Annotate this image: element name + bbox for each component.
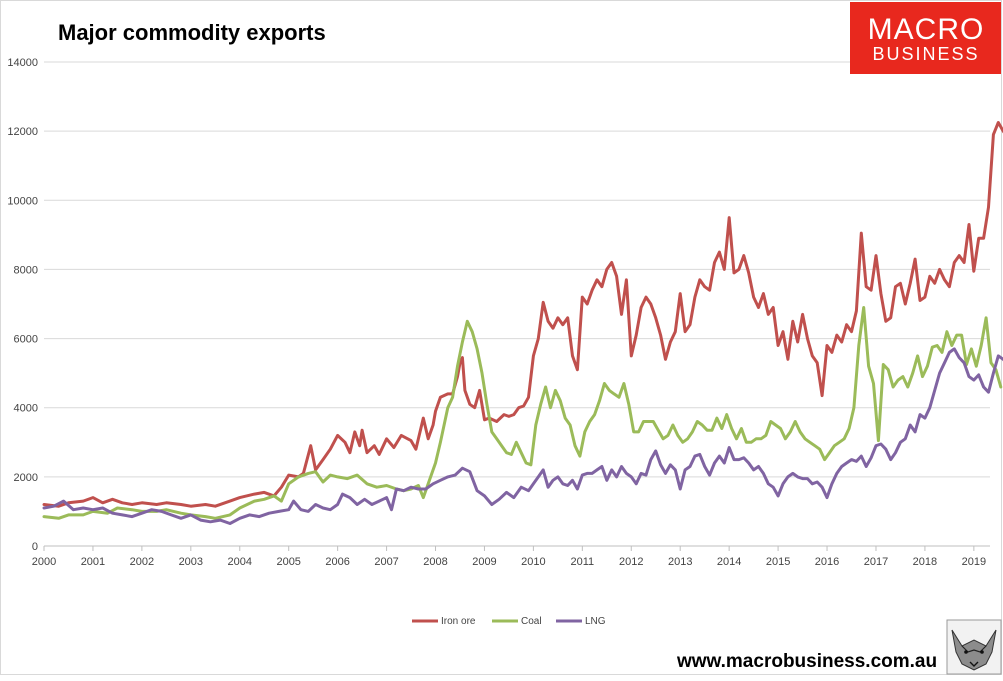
logo-line-1: MACRO: [868, 13, 985, 46]
legend-label-iron-ore: Iron ore: [441, 616, 476, 627]
logo-background: [850, 2, 1001, 74]
logo-line-2: BUSINESS: [872, 44, 979, 64]
x-tick-label: 2013: [668, 556, 692, 568]
series-line-coal: [42, 306, 1003, 520]
y-tick-label: 12000: [7, 126, 38, 138]
y-tick-label: 2000: [14, 472, 38, 484]
wolf-emblem-icon: [946, 619, 1002, 675]
website-url: www.macrobusiness.com.au: [676, 651, 937, 672]
legend: Iron ore Coal LNG: [412, 616, 606, 627]
x-tick-label: 2011: [571, 556, 595, 568]
x-tick-label: 2010: [521, 556, 545, 568]
legend-label-lng: LNG: [585, 616, 606, 627]
series-layer: [42, 121, 1003, 525]
x-tick-label: 2016: [815, 556, 839, 568]
x-tick-label: 2017: [864, 556, 888, 568]
x-tick-label: 2007: [374, 556, 398, 568]
x-tick-label: 2012: [619, 556, 643, 568]
x-axis-ticks: 2000 2001 2002 2003 2004 2005 2006 2007 2008 2009…: [32, 546, 986, 568]
x-tick-label: 2002: [130, 556, 154, 568]
x-tick-label: 2019: [962, 556, 986, 568]
x-tick-label: 2004: [228, 556, 252, 568]
chart-title: Major commodity exports: [58, 20, 326, 45]
macrobusiness-logo: MACRO BUSINESS: [850, 2, 1001, 74]
y-tick-label: 8000: [14, 264, 38, 276]
x-tick-label: 2005: [276, 556, 300, 568]
legend-label-coal: Coal: [521, 616, 542, 627]
x-tick-label: 2000: [32, 556, 56, 568]
x-tick-label: 2009: [472, 556, 496, 568]
y-tick-label: 0: [32, 541, 38, 553]
series-line-lng: [42, 347, 1003, 525]
y-tick-label: 6000: [14, 334, 38, 346]
y-tick-label: 4000: [14, 403, 38, 415]
series-line-iron-ore: [42, 121, 1003, 508]
y-axis-ticks: 0 2000 4000 6000 8000 10000 12000 14000: [7, 57, 38, 553]
x-tick-label: 2003: [179, 556, 203, 568]
x-tick-label: 2015: [766, 556, 790, 568]
x-tick-label: 2006: [325, 556, 349, 568]
y-tick-label: 14000: [7, 57, 38, 69]
x-tick-label: 2014: [717, 556, 741, 568]
x-tick-label: 2018: [913, 556, 937, 568]
x-tick-label: 2001: [81, 556, 105, 568]
y-tick-label: 10000: [7, 195, 38, 207]
x-tick-label: 2008: [423, 556, 447, 568]
